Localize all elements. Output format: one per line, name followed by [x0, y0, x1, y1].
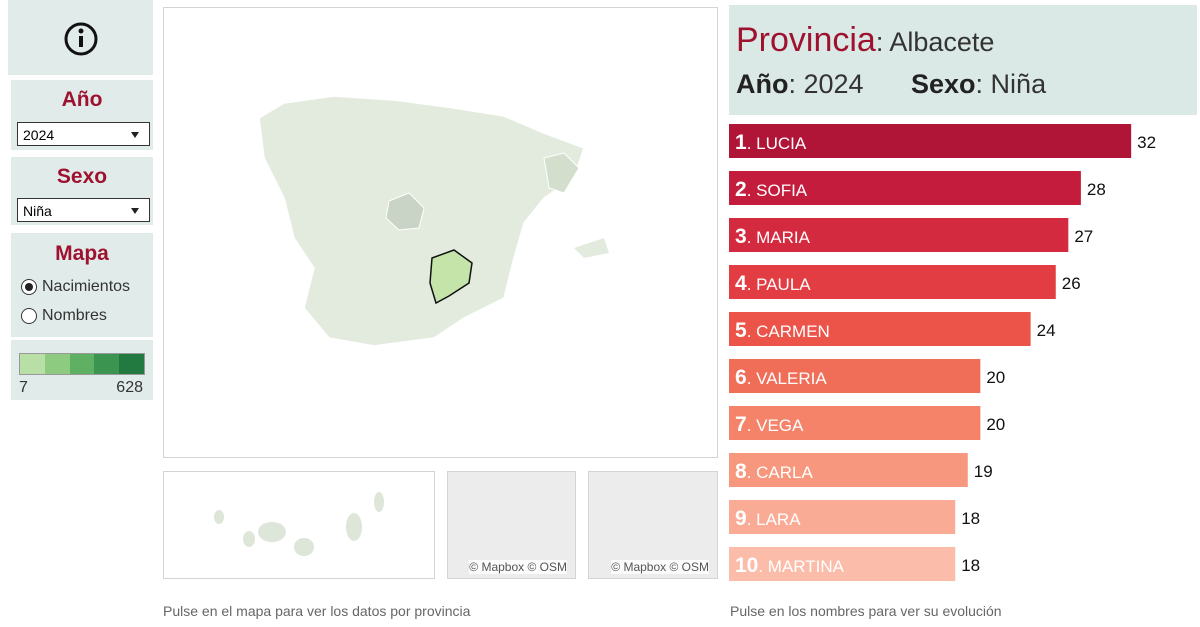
radio-option[interactable]: Nombres [21, 307, 107, 325]
bar[interactable] [729, 453, 968, 487]
year-select[interactable]: 2024 [17, 122, 150, 146]
province-label: Provincia [736, 21, 876, 59]
info-icon[interactable] [8, 0, 153, 75]
legend-ramp [19, 353, 145, 375]
bar-label[interactable]: 9. LARA [735, 507, 801, 530]
value-label: 19 [974, 462, 993, 481]
bar[interactable] [729, 265, 1056, 299]
color-legend: 7 628 [11, 340, 153, 400]
chart-footer: Pulse en los nombres para ver su evoluci… [730, 603, 1002, 619]
radio[interactable] [21, 279, 37, 295]
attribution-text: © OSM [527, 560, 567, 574]
legend-swatch [69, 354, 95, 374]
bar-label[interactable]: 7. VEGA [735, 413, 804, 436]
bar-label[interactable]: 8. CARLA [735, 460, 813, 483]
bar-label[interactable]: 3. MARIA [735, 225, 811, 248]
header-panel: Provincia: Albacete Año: 2024 Sexo: Niña [729, 5, 1197, 115]
bar-label[interactable]: 10. MARTINA [735, 554, 845, 577]
year-label: Año [736, 69, 789, 99]
bar[interactable] [729, 406, 981, 440]
province-value: : Albacete [875, 27, 995, 57]
bar-label[interactable]: 2. SOFIA [735, 178, 808, 201]
map-filter: Mapa Nacimientos Nombres [11, 233, 153, 337]
bar-label[interactable]: 6. VALERIA [735, 366, 827, 389]
map-melilla[interactable]: © Mapbox © OSM [588, 471, 718, 579]
value-label: 26 [1062, 274, 1081, 293]
map-main[interactable] [163, 7, 718, 458]
sex-value: : Niña [975, 69, 1047, 99]
value-label: 20 [986, 368, 1005, 387]
map-canarias[interactable] [163, 471, 435, 579]
value-label: 20 [986, 415, 1005, 434]
value-label: 18 [961, 509, 980, 528]
radio[interactable] [21, 308, 37, 324]
bar[interactable] [729, 359, 981, 393]
info-panel [8, 0, 153, 75]
legend-swatch [94, 354, 120, 374]
attribution: © Mapbox © OSM [469, 560, 567, 574]
bar[interactable] [729, 312, 1031, 346]
legend-swatch [20, 354, 45, 374]
baleares[interactable] [574, 238, 609, 258]
sex-label: Sexo [911, 69, 976, 99]
legend-swatch [119, 354, 144, 374]
map [214, 492, 384, 556]
bar-label[interactable]: 4. PAULA [735, 272, 811, 295]
value-label: 28 [1087, 180, 1106, 199]
spain[interactable] [258, 95, 585, 347]
year-filter: Año 2024 [11, 80, 153, 150]
bar[interactable] [729, 171, 1081, 205]
sex-filter: Sexo Niña [11, 157, 153, 225]
bar[interactable] [729, 547, 956, 581]
names-chart: 1. LUCIA 32 2. SOFIA 28 3. MARIA 27 4. PAULA 26… [729, 124, 1156, 581]
filter-title: Mapa [55, 242, 109, 265]
bar-label[interactable]: 5. CARMEN [735, 319, 830, 342]
value-label: 18 [961, 556, 980, 575]
filter-title: Año [61, 88, 103, 111]
attribution-text: © Mapbox [611, 560, 667, 574]
value-label: 24 [1037, 321, 1056, 340]
map [258, 95, 609, 347]
attribution: © Mapbox © OSM [611, 560, 709, 574]
bar[interactable] [729, 500, 956, 534]
radio-label: Nombres [42, 307, 107, 324]
legend-max: 628 [116, 379, 143, 396]
bar[interactable] [729, 124, 1132, 158]
map-footer: Pulse en el mapa para ver los datos por … [163, 603, 471, 619]
value-label: 32 [1137, 133, 1156, 152]
legend-swatch [44, 354, 70, 374]
sex-select[interactable]: Niña [17, 198, 150, 222]
legend-min: 7 [19, 379, 28, 396]
filter-title: Sexo [56, 165, 108, 188]
radio-option[interactable]: Nacimientos [21, 278, 130, 296]
madrid[interactable] [385, 192, 425, 231]
value-label: 27 [1074, 227, 1093, 246]
attribution-text: © Mapbox [469, 560, 525, 574]
bar[interactable] [729, 218, 1069, 252]
year-value: : 2024 [788, 69, 864, 99]
barcelona[interactable] [543, 152, 580, 194]
bar-label[interactable]: 1. LUCIA [735, 131, 807, 154]
albacete[interactable] [429, 249, 473, 305]
attribution-text: © OSM [669, 560, 709, 574]
map-ceuta[interactable]: © Mapbox © OSM [447, 471, 576, 579]
radio-label: Nacimientos [42, 278, 131, 295]
